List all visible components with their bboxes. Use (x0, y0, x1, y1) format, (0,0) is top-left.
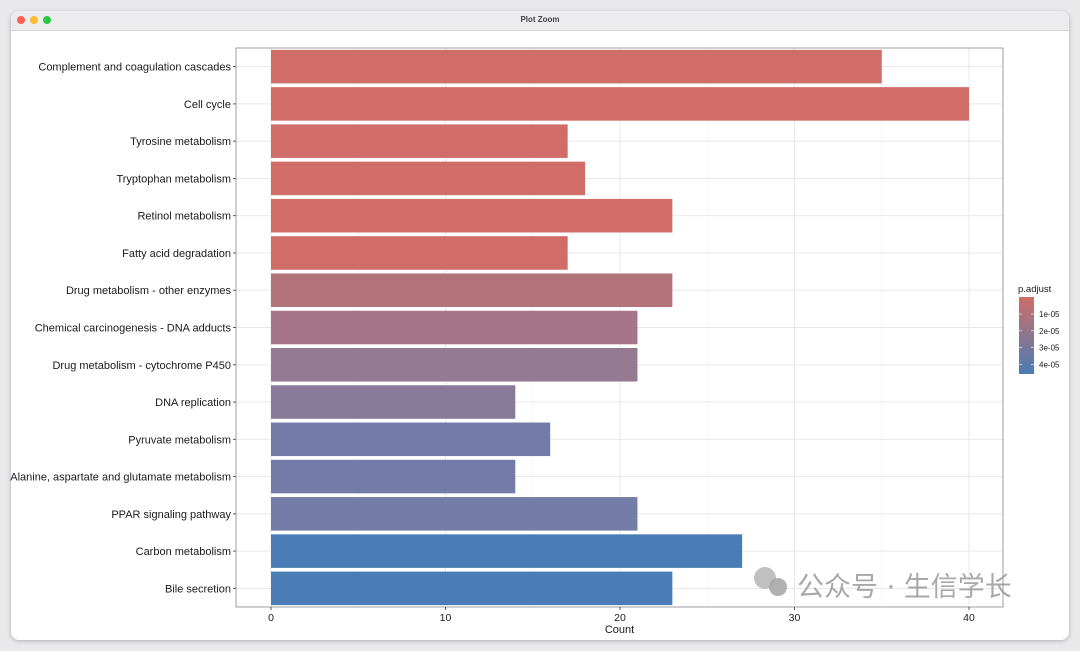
bar (271, 497, 638, 531)
bar (271, 124, 568, 158)
window-title: Plot Zoom (520, 15, 560, 24)
minimize-button[interactable] (30, 16, 38, 24)
legend-label: 1e-05 (1039, 310, 1060, 319)
category-label: Bile secretion (165, 583, 231, 595)
category-label: Cell cycle (184, 99, 231, 111)
wechat-icon (769, 578, 787, 596)
category-label: Chemical carcinogenesis - DNA adducts (35, 323, 232, 335)
category-label: Drug metabolism - cytochrome P450 (52, 360, 231, 372)
category-label: Fatty acid degradation (122, 248, 231, 260)
tick-label-x: 0 (268, 612, 274, 624)
bar (271, 534, 743, 568)
bar (271, 571, 673, 606)
category-label: Complement and coagulation cascades (38, 62, 231, 74)
category-label: Tryptophan metabolism (116, 173, 231, 185)
tick-label-x: 10 (440, 612, 452, 624)
bar (271, 422, 551, 457)
legend-label: 2e-05 (1039, 327, 1060, 336)
x-axis-label: Count (605, 624, 634, 636)
bar (271, 87, 969, 121)
legend-label: 4e-05 (1039, 360, 1060, 369)
close-button[interactable] (17, 16, 25, 24)
category-label: Carbon metabolism (136, 546, 231, 558)
watermark: 公众号 · 生信学长 (797, 572, 1012, 603)
zoom-button[interactable] (43, 16, 51, 24)
legend-title: p.adjust (1018, 284, 1052, 295)
bar (271, 236, 568, 270)
panel-border (235, 47, 1004, 608)
category-label: Drug metabolism - other enzymes (66, 285, 232, 297)
category-label: Tyrosine metabolism (130, 136, 231, 148)
title-bar: Plot Zoom (11, 11, 1069, 31)
bar (271, 273, 673, 308)
category-label: DNA replication (155, 397, 231, 409)
bar (271, 161, 586, 196)
tick-label-x: 20 (614, 612, 626, 624)
bar (271, 49, 882, 84)
legend-colorbar (1019, 297, 1034, 374)
bar (271, 385, 516, 419)
category-label: PPAR signaling pathway (111, 509, 231, 521)
bar (271, 198, 673, 233)
category-label: Pyruvate metabolism (128, 434, 231, 446)
bar (271, 347, 638, 382)
tick-label-x: 40 (963, 612, 975, 624)
bar (271, 310, 638, 345)
category-label: Retinol metabolism (137, 211, 231, 223)
tick-label-x: 30 (789, 612, 801, 624)
category-label: Alanine, aspartate and glutamate metabol… (10, 472, 231, 484)
legend-label: 3e-05 (1039, 344, 1060, 353)
bar (271, 459, 516, 494)
